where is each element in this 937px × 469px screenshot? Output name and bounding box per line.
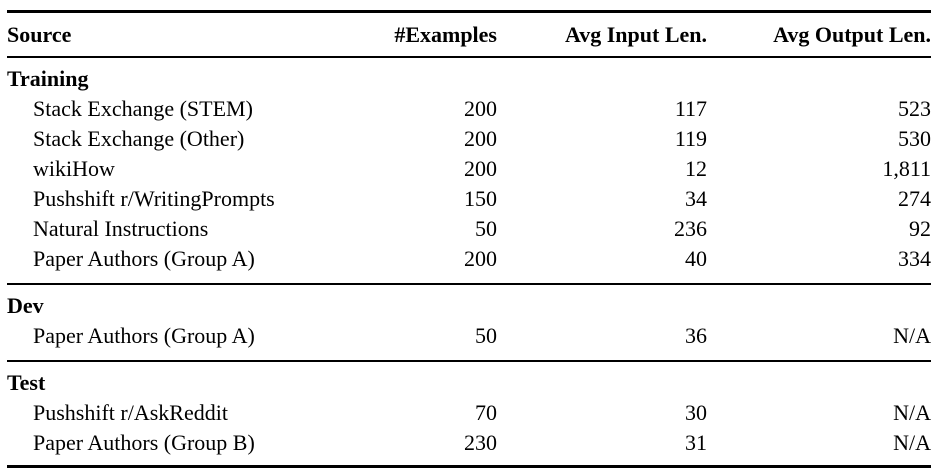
cell-num-examples: 50	[475, 216, 497, 241]
section-test: Test Pushshift r/AskReddit 70 30 N/A Pap…	[7, 361, 931, 467]
cell-source: Stack Exchange (Other)	[33, 126, 245, 151]
cell-source: Pushshift r/WritingPrompts	[33, 186, 275, 211]
cell-source: Paper Authors (Group B)	[33, 430, 255, 455]
table-row: Stack Exchange (STEM) 200 117 523	[7, 94, 931, 124]
cell-source: Paper Authors (Group A)	[33, 246, 255, 271]
cell-avg-input-len: 30	[685, 400, 707, 425]
cell-source: Pushshift r/AskReddit	[33, 400, 228, 425]
section-header-row: Training	[7, 57, 931, 94]
cell-num-examples: 200	[464, 246, 497, 271]
cell-avg-output-len: N/A	[893, 323, 931, 348]
cell-source: Stack Exchange (STEM)	[33, 96, 253, 121]
col-header-avg-output-len: Avg Output Len.	[773, 22, 931, 47]
cell-avg-output-len: 92	[909, 216, 931, 241]
table-row: wikiHow 200 12 1,811	[7, 154, 931, 184]
section-label-training: Training	[7, 66, 89, 91]
section-label-dev: Dev	[7, 293, 44, 318]
cell-num-examples: 200	[464, 96, 497, 121]
col-header-avg-input-len: Avg Input Len.	[564, 22, 707, 47]
dataset-stats-table: Source #Examples Avg Input Len. Avg Outp…	[7, 10, 931, 468]
cell-avg-output-len: 274	[898, 186, 931, 211]
cell-num-examples: 230	[464, 430, 497, 455]
cell-avg-input-len: 236	[674, 216, 707, 241]
section-header-row: Test	[7, 361, 931, 398]
cell-avg-input-len: 12	[685, 156, 707, 181]
cell-avg-input-len: 40	[685, 246, 707, 271]
cell-avg-input-len: 117	[674, 96, 707, 121]
table-row: Stack Exchange (Other) 200 119 530	[7, 124, 931, 154]
table-row: Natural Instructions 50 236 92	[7, 214, 931, 244]
cell-avg-output-len: N/A	[893, 430, 931, 455]
cell-source: Paper Authors (Group A)	[33, 323, 255, 348]
col-header-source: Source	[7, 22, 72, 47]
section-header-row: Dev	[7, 284, 931, 321]
cell-avg-output-len: 523	[898, 96, 931, 121]
cell-avg-output-len: N/A	[893, 400, 931, 425]
cell-avg-output-len: 1,811	[882, 156, 931, 181]
table-row: Pushshift r/WritingPrompts 150 34 274	[7, 184, 931, 214]
section-dev: Dev Paper Authors (Group A) 50 36 N/A	[7, 284, 931, 361]
section-training: Training Stack Exchange (STEM) 200 117 5…	[7, 57, 931, 284]
section-label-test: Test	[7, 370, 46, 395]
cell-avg-input-len: 34	[685, 186, 707, 211]
cell-num-examples: 200	[464, 156, 497, 181]
cell-avg-output-len: 530	[898, 126, 931, 151]
col-header-num-examples: #Examples	[394, 22, 497, 47]
cell-num-examples: 50	[475, 323, 497, 348]
cell-avg-input-len: 31	[685, 430, 707, 455]
header-row: Source #Examples Avg Input Len. Avg Outp…	[7, 12, 931, 58]
cell-num-examples: 150	[464, 186, 497, 211]
cell-num-examples: 70	[475, 400, 497, 425]
cell-source: Natural Instructions	[33, 216, 209, 241]
cell-avg-input-len: 119	[674, 126, 707, 151]
table-row: Paper Authors (Group A) 200 40 334	[7, 244, 931, 284]
table-row: Pushshift r/AskReddit 70 30 N/A	[7, 398, 931, 428]
cell-avg-input-len: 36	[685, 323, 707, 348]
table-row: Paper Authors (Group B) 230 31 N/A	[7, 428, 931, 467]
cell-num-examples: 200	[464, 126, 497, 151]
cell-avg-output-len: 334	[898, 246, 931, 271]
table-row: Paper Authors (Group A) 50 36 N/A	[7, 321, 931, 361]
table-header: Source #Examples Avg Input Len. Avg Outp…	[7, 12, 931, 58]
cell-source: wikiHow	[33, 156, 115, 181]
